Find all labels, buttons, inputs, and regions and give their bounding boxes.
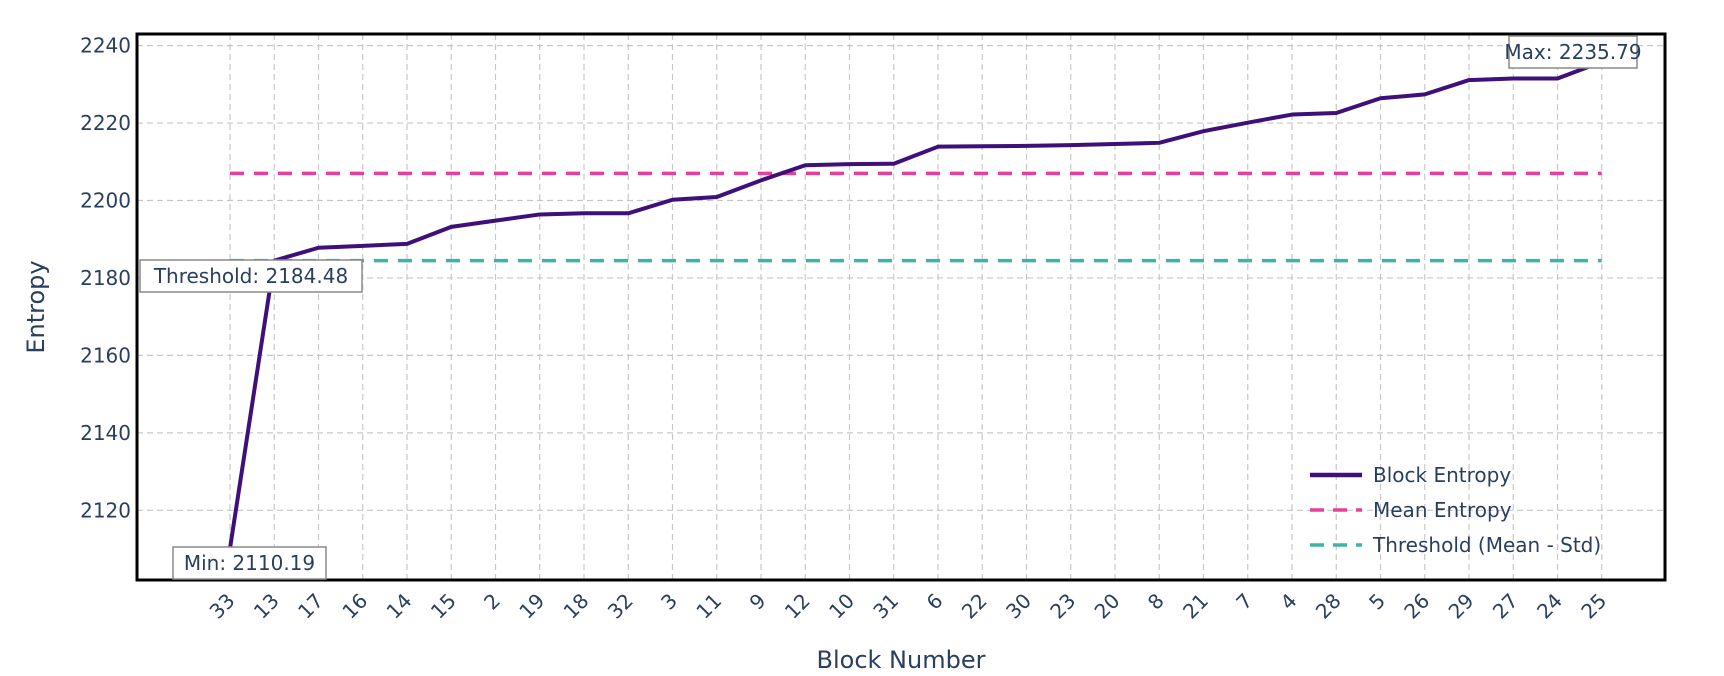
x-tick-labels: 33 13 17 16 14 15 2 19 18 32 3 11 9 12 10 31 6 22 30 23 20 8 2… <box>205 589 1612 624</box>
y-tick-label: 2200 <box>80 189 131 213</box>
data-point <box>670 197 676 203</box>
x-tick-label: 25 <box>1576 589 1611 624</box>
legend-label: Threshold (Mean - Std) <box>1372 533 1601 557</box>
data-point <box>493 218 499 224</box>
grid-layer <box>137 34 1665 580</box>
data-point <box>1333 110 1339 116</box>
x-tick-label: 16 <box>337 589 372 624</box>
data-point <box>935 144 941 150</box>
annotation-box <box>139 259 363 293</box>
x-tick-label: 8 <box>1143 589 1169 615</box>
annotations-layer: Max: 2235.79 Threshold: 2184.48 Min: 2110.… <box>139 35 1642 580</box>
data-point <box>581 210 587 216</box>
legend-label: Block Entropy <box>1373 463 1511 487</box>
series-line-block-entropy <box>228 60 1603 549</box>
reference-lines-layer <box>230 171 1602 263</box>
x-tick-label: 4 <box>1276 589 1302 615</box>
x-tick-label: 23 <box>1045 589 1080 624</box>
x-tick-label: 12 <box>780 589 815 624</box>
y-tick-label: 2180 <box>80 266 131 290</box>
x-axis-title: Block Number <box>817 646 986 674</box>
x-tick-label: 13 <box>249 589 284 624</box>
x-tick-label: 9 <box>745 589 771 615</box>
data-point <box>1068 142 1074 148</box>
data-point <box>891 161 897 167</box>
x-tick-label: 30 <box>1001 589 1036 624</box>
annotation-label: Max: 2235.79 <box>1504 40 1641 64</box>
y-tick-labels: 2120 2140 2160 2180 2200 2220 2240 <box>80 34 131 523</box>
x-tick-label: 11 <box>691 589 726 624</box>
x-tick-label: 18 <box>559 589 594 624</box>
legend-label: Mean Entropy <box>1373 498 1512 522</box>
data-point <box>1289 112 1295 118</box>
legend-item-mean-entropy[interactable]: Mean Entropy <box>1310 498 1512 522</box>
annotation-box <box>172 546 327 580</box>
x-tick-label: 15 <box>426 589 461 624</box>
annotation-box <box>1508 35 1638 69</box>
y-tick-label: 2160 <box>80 343 131 367</box>
data-point <box>979 143 985 149</box>
x-tick-label: 27 <box>1488 589 1523 624</box>
annotation-label: Min: 2110.19 <box>184 551 315 575</box>
legend-item-block-entropy[interactable]: Block Entropy <box>1310 463 1511 487</box>
data-point <box>625 210 631 216</box>
data-point <box>448 224 454 230</box>
y-tick-label: 2140 <box>80 421 131 445</box>
x-tick-label: 20 <box>1090 589 1125 624</box>
x-tick-label: 24 <box>1532 589 1567 624</box>
annotation-label: Threshold: 2184.48 <box>153 264 348 288</box>
legend[interactable]: Block Entropy Mean Entropy Threshold (Mean… <box>1310 463 1601 557</box>
data-point <box>1422 91 1428 97</box>
data-point <box>1555 76 1561 82</box>
series-layer <box>228 60 1603 549</box>
x-tick-label: 3 <box>656 589 682 615</box>
x-tick-label: 22 <box>957 589 992 624</box>
x-tick-label: 2 <box>479 589 505 615</box>
annotation-threshold: Threshold: 2184.48 <box>139 259 363 293</box>
data-point <box>1201 128 1207 134</box>
x-tick-label: 5 <box>1364 589 1390 615</box>
data-point <box>802 162 808 168</box>
y-tick-label: 2120 <box>80 498 131 522</box>
data-point <box>1112 141 1118 147</box>
data-point <box>1510 76 1516 82</box>
x-tick-label: 21 <box>1178 589 1213 624</box>
x-tick-label: 33 <box>205 589 240 624</box>
x-tick-label: 26 <box>1399 589 1434 624</box>
data-point <box>404 241 410 247</box>
data-point <box>714 194 720 200</box>
annotation-max: Max: 2235.79 <box>1504 35 1642 69</box>
y-axis-title: Entropy <box>22 260 50 353</box>
annotation-min: Min: 2110.19 <box>172 546 327 580</box>
x-tick-label: 6 <box>922 589 948 615</box>
y-tick-label: 2220 <box>80 111 131 135</box>
plot-frame <box>135 32 1667 582</box>
x-tick-label: 10 <box>824 589 859 624</box>
x-tick-label: 7 <box>1231 589 1257 615</box>
data-point <box>1024 143 1030 149</box>
data-point <box>1156 140 1162 146</box>
data-point <box>537 211 543 217</box>
x-tick-label: 19 <box>514 589 549 624</box>
y-tick-label: 2240 <box>80 34 131 58</box>
legend-item-threshold-mean-std[interactable]: Threshold (Mean - Std) <box>1310 533 1601 557</box>
x-tick-label: 28 <box>1311 589 1346 624</box>
data-point <box>316 245 322 251</box>
x-tick-label: 17 <box>293 589 328 624</box>
x-tick-label: 14 <box>382 589 417 624</box>
data-point <box>847 161 853 167</box>
x-tick-label: 29 <box>1444 589 1479 624</box>
data-point <box>360 243 366 249</box>
data-point <box>1378 95 1384 101</box>
data-point <box>1245 120 1251 126</box>
x-tick-label: 32 <box>603 589 638 624</box>
data-point <box>1466 77 1472 83</box>
data-point <box>758 177 764 183</box>
x-tick-label: 31 <box>868 589 903 624</box>
